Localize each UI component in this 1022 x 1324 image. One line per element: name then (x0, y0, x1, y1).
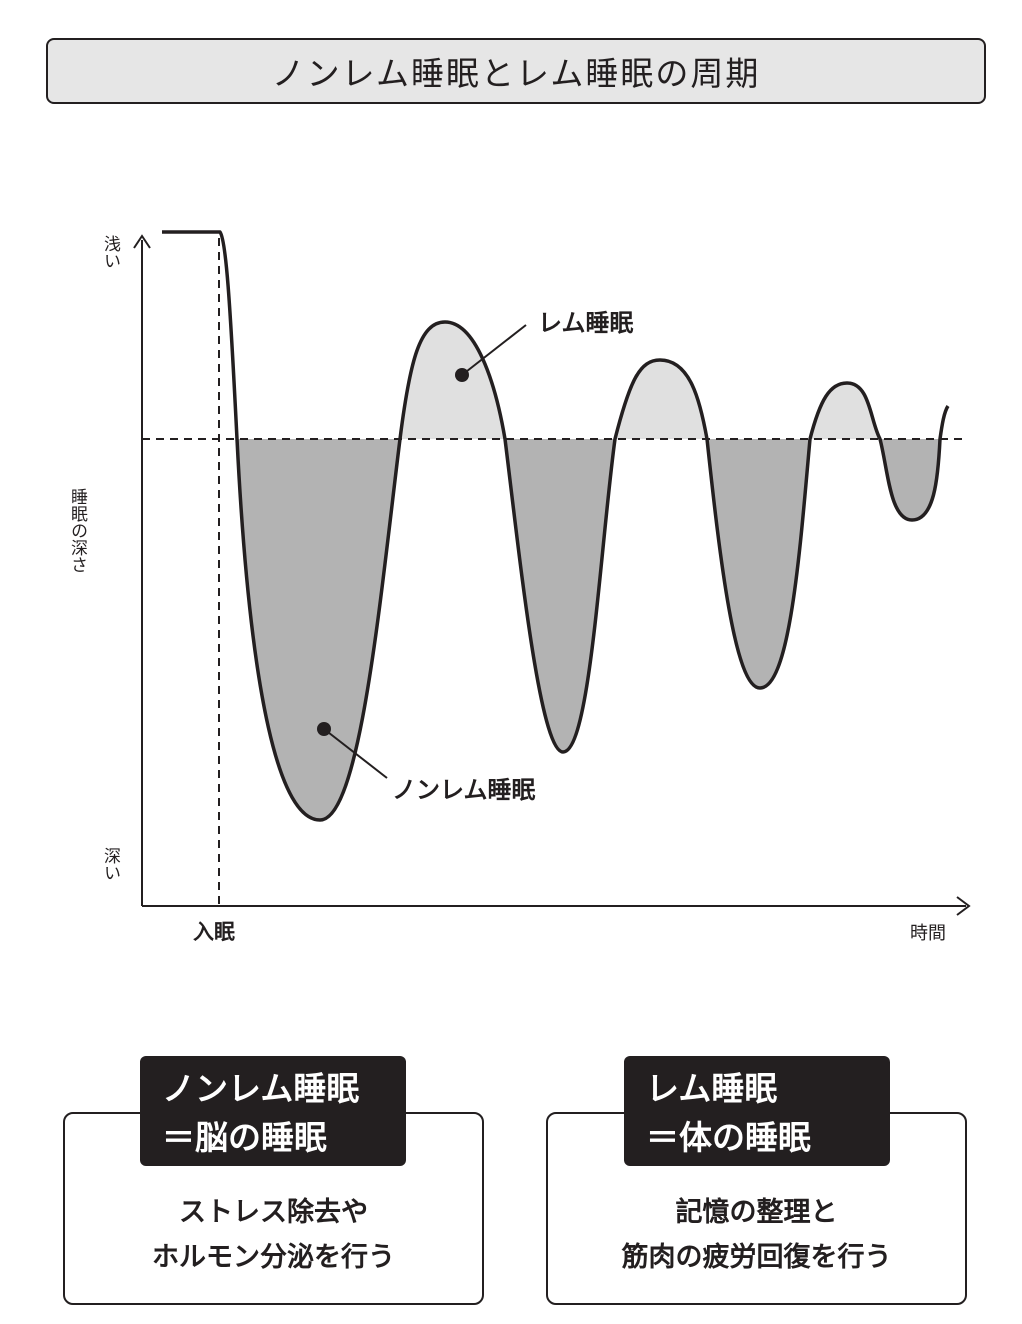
nonrem-text-line-2: ホルモン分泌を行う (152, 1242, 395, 1273)
rem-label: レム睡眠 (538, 309, 634, 337)
x-axis-arrow (956, 896, 971, 916)
nonrem-fill (220, 439, 940, 820)
nonrem-label: ノンレム睡眠 (392, 776, 536, 804)
sleep-depth-curve (162, 230, 950, 822)
nonrem-regions (220, 439, 940, 820)
nonrem-text-line-1: ストレス除去や (179, 1197, 368, 1228)
y-axis-shallow-label: 浅い (100, 235, 121, 269)
nonrem-leader-line (323, 728, 388, 779)
nonrem-heading-line-2: ＝脳の睡眠 (162, 1118, 327, 1157)
rem-text-line-2: 筋肉の疲労回復を行う (621, 1242, 892, 1273)
rem-leader-line (461, 324, 527, 376)
rem-heading-line-2: ＝体の睡眠 (646, 1118, 811, 1157)
rem-heading-line-1: レム睡眠 (646, 1069, 778, 1108)
rem-info-text: 記憶の整理と 筋肉の疲労回復を行う (546, 1190, 967, 1280)
rem-info-heading: レム睡眠 ＝体の睡眠 (624, 1056, 890, 1166)
y-axis-deep-label: 深い (100, 847, 121, 881)
x-axis-title: 時間 (910, 923, 946, 944)
rem-text-line-1: 記憶の整理と (675, 1197, 838, 1228)
page-title: ノンレム睡眠とレム睡眠の周期 (46, 38, 986, 104)
sleep-cycle-diagram: レム睡眠 ノンレム睡眠 浅い 睡眠の深さ 深い 入眠 時間 (67, 230, 971, 944)
rem-fill (237, 322, 940, 439)
nonrem-heading-line-1: ノンレム睡眠 (162, 1069, 360, 1108)
nonrem-info-heading: ノンレム睡眠 ＝脳の睡眠 (140, 1056, 406, 1166)
y-axis-arrow (133, 234, 151, 249)
sleep-onset-label: 入眠 (193, 920, 235, 944)
rem-regions (237, 322, 940, 439)
y-axis-title: 睡眠の深さ (67, 488, 88, 573)
nonrem-info-text: ストレス除去や ホルモン分泌を行う (63, 1190, 484, 1280)
